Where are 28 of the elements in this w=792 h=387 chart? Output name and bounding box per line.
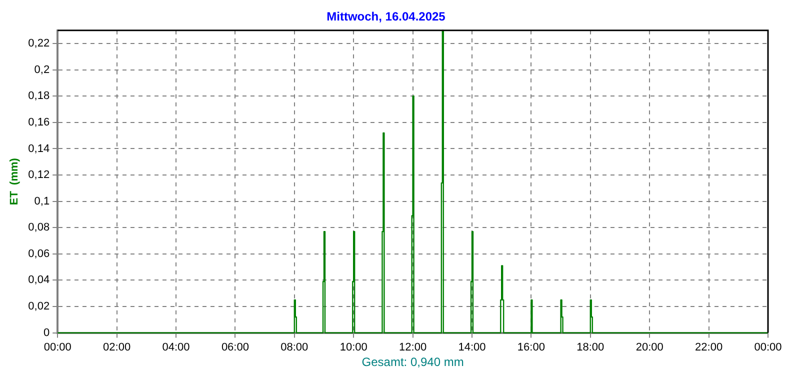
chart-title: Mittwoch, 16.04.2025 (326, 10, 446, 24)
x-tick-label: 04:00 (162, 341, 190, 354)
x-tick-label: 16:00 (517, 341, 545, 354)
y-tick-label: 0,18 (28, 90, 50, 102)
y-tick-label: 0,02 (28, 300, 50, 313)
y-tick-label: 0,04 (28, 274, 50, 286)
x-tick-label: 12:00 (399, 341, 427, 354)
x-tick-label: 20:00 (636, 341, 664, 354)
y-tick-label: 0,14 (28, 142, 50, 155)
y-tick-label: 0 (43, 326, 50, 339)
y-tick-label: 0,2 (34, 64, 50, 76)
y-axis-title: ET (mm) (8, 158, 21, 206)
y-tick-label: 0,16 (28, 116, 50, 128)
x-tick-label: 14:00 (458, 341, 486, 354)
x-tick-label: 02:00 (103, 341, 131, 354)
y-tick-label: 0,22 (28, 38, 50, 50)
y-tick-label: 0,12 (28, 169, 50, 182)
x-tick-label: 22:00 (695, 341, 723, 354)
x-tick-label: 00:00 (754, 341, 782, 354)
y-tick-label: 0,08 (28, 222, 50, 234)
x-tick-label: 18:00 (576, 341, 604, 354)
y-tick-label: 0,06 (28, 248, 50, 260)
x-tick-label: 10:00 (340, 341, 368, 354)
x-tick-label: 06:00 (221, 341, 249, 354)
x-tick-label: 00:00 (44, 341, 72, 354)
text: Gesamt: 0,940 mm (362, 355, 464, 370)
x-tick-label: 08:00 (280, 341, 308, 354)
y-tick-label: 0,1 (34, 195, 50, 208)
